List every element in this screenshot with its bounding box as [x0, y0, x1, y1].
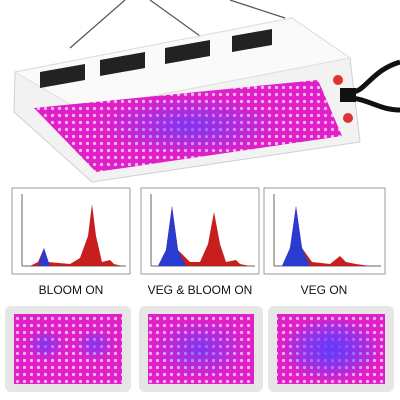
hanging-wires: [69, 0, 286, 49]
panel-photos: [5, 306, 394, 392]
lamp: [13, 17, 400, 183]
spectrum-veg-bloom: [140, 187, 260, 275]
spectrum-veg: [263, 187, 386, 275]
spectrum-bloom: [11, 187, 131, 275]
mode-label: BLOOM ON: [39, 283, 104, 297]
mode-label: VEG ON: [301, 283, 348, 297]
mode-label: VEG & BLOOM ON: [148, 283, 253, 297]
spectrum-charts: [11, 187, 386, 275]
